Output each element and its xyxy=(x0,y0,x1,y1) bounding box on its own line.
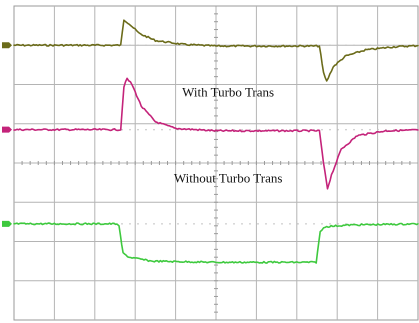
reference-dot xyxy=(233,223,235,225)
graticule xyxy=(13,5,419,321)
reference-dot xyxy=(321,44,323,47)
reference-dot xyxy=(297,223,299,225)
reference-dot xyxy=(137,44,139,47)
reference-dot xyxy=(393,44,395,47)
reference-dot xyxy=(177,44,179,47)
reference-dot xyxy=(281,223,283,225)
trace-3 xyxy=(13,222,419,264)
reference-dot xyxy=(377,128,379,131)
reference-dot xyxy=(329,44,331,47)
waveform-traces xyxy=(13,19,419,264)
reference-dot xyxy=(121,128,123,131)
trace-2 xyxy=(13,77,419,190)
reference-dot xyxy=(321,223,323,225)
channel-marker-2 xyxy=(2,126,12,133)
reference-dot xyxy=(337,223,339,225)
reference-dot xyxy=(129,223,131,225)
reference-dot xyxy=(345,44,347,47)
reference-dot xyxy=(377,44,379,47)
reference-dot xyxy=(145,128,147,131)
reference-dot xyxy=(137,128,139,131)
reference-dot xyxy=(129,44,131,47)
reference-dot xyxy=(241,128,243,131)
reference-dot xyxy=(241,223,243,225)
reference-dot xyxy=(353,44,355,47)
reference-dot xyxy=(161,128,163,131)
reference-dot xyxy=(193,223,195,225)
reference-dot xyxy=(153,128,155,131)
reference-dot xyxy=(169,223,171,225)
reference-dot xyxy=(265,44,267,47)
reference-dot xyxy=(153,223,155,225)
reference-dot xyxy=(129,128,131,131)
reference-dot xyxy=(289,223,291,225)
channel-marker-1 xyxy=(2,42,12,49)
annotations: With Turbo Trans Without Turbo Trans xyxy=(174,84,283,185)
reference-dot xyxy=(313,223,315,225)
reference-dot xyxy=(329,128,331,131)
channel-marker-3 xyxy=(2,220,12,227)
channel-markers xyxy=(2,42,12,227)
reference-dot xyxy=(361,128,363,131)
reference-dot xyxy=(321,128,323,131)
reference-dot xyxy=(369,128,371,131)
reference-dot xyxy=(337,128,339,131)
reference-dot xyxy=(361,44,363,47)
reference-dot xyxy=(169,128,171,131)
reference-dot xyxy=(337,44,339,47)
reference-dot xyxy=(385,44,387,47)
reference-dot xyxy=(177,223,179,225)
annotation-2: Without Turbo Trans xyxy=(174,171,283,186)
reference-dot xyxy=(265,223,267,225)
reference-dot xyxy=(217,223,219,225)
reference-dot xyxy=(145,223,147,225)
reference-dot xyxy=(369,44,371,47)
reference-dot xyxy=(305,223,307,225)
reference-dot xyxy=(353,128,355,131)
reference-dot xyxy=(161,223,163,225)
reference-dot xyxy=(153,44,155,47)
reference-dot xyxy=(145,44,147,47)
reference-dot xyxy=(161,44,163,47)
reference-dot xyxy=(169,44,171,47)
reference-dot xyxy=(273,44,275,47)
reference-dot xyxy=(209,223,211,225)
trace-1 xyxy=(13,19,419,82)
reference-dot xyxy=(225,223,227,225)
reference-dot xyxy=(201,223,203,225)
reference-dot xyxy=(121,223,123,225)
reference-dot xyxy=(121,44,123,47)
reference-dot xyxy=(137,223,139,225)
reference-dot xyxy=(249,223,251,225)
annotation-1: With Turbo Trans xyxy=(182,84,274,99)
reference-dot xyxy=(273,223,275,225)
reference-dot xyxy=(345,128,347,131)
reference-dot xyxy=(329,223,331,225)
reference-dot xyxy=(257,128,259,131)
reference-dot xyxy=(257,223,259,225)
reference-dot xyxy=(185,223,187,225)
